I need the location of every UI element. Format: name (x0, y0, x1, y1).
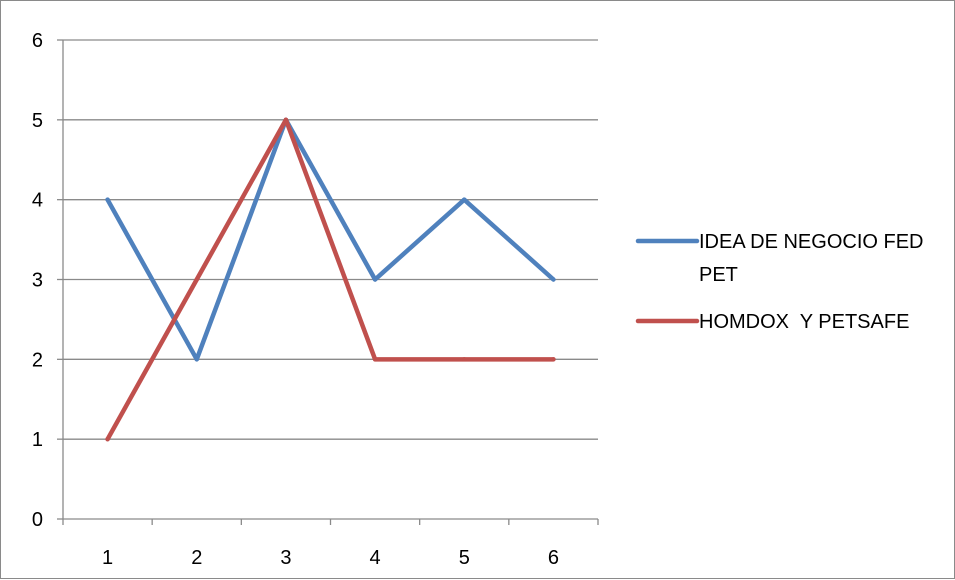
series-2-point-2 (194, 277, 199, 282)
y-tick-label-4: 4 (32, 190, 43, 212)
x-tick-label-3: 3 (280, 547, 291, 569)
legend-label-1: IDEA DE NEGOCIO FED (699, 231, 923, 253)
legend-label-1-line-2: PET (699, 264, 738, 286)
series-line-1 (105, 117, 556, 362)
series-2-point-4 (372, 357, 378, 362)
x-tick-label-2: 2 (191, 547, 202, 569)
series-1-point-5 (462, 197, 467, 202)
legend: IDEA DE NEGOCIO FED PET HOMDOX Y PETSAFE (635, 231, 923, 333)
y-tick-label-1: 1 (32, 429, 43, 451)
series-1-point-1 (105, 197, 110, 202)
series-2-point-6 (551, 357, 556, 362)
tick-labels: 0 1 2 3 4 5 6 1 2 3 4 5 6 (32, 30, 559, 569)
series-1-point-4 (372, 277, 378, 282)
series-1-point-6 (551, 277, 556, 282)
y-tick-label-2: 2 (32, 349, 43, 371)
series-line-2 (105, 117, 556, 442)
series-lines (105, 117, 556, 442)
x-tick-label-4: 4 (370, 547, 381, 569)
series-1-point-2 (194, 357, 199, 362)
x-tick-label-1: 1 (102, 547, 113, 569)
y-tick-label-0: 0 (32, 509, 43, 531)
y-tick-label-6: 6 (32, 30, 43, 52)
x-tick-label-6: 6 (548, 547, 559, 569)
x-tick-label-5: 5 (459, 547, 470, 569)
axes (57, 39, 599, 525)
y-tick-label-5: 5 (32, 110, 43, 132)
series-2-point-1 (105, 436, 110, 442)
y-tick-label-3: 3 (32, 270, 43, 292)
series-2-point-5 (462, 357, 467, 362)
legend-label-2: HOMDOX Y PETSAFE (699, 311, 909, 333)
series-2-point-3 (283, 117, 289, 123)
